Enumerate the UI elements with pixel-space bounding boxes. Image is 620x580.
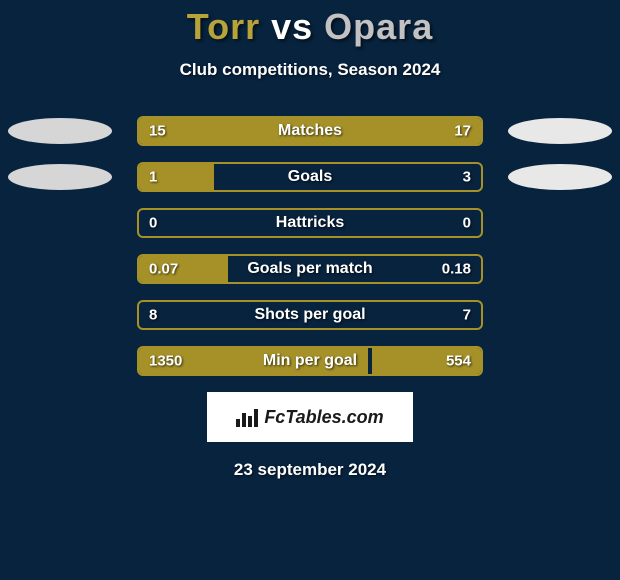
stat-label: Shots per goal: [254, 306, 365, 324]
bars-icon: [236, 407, 258, 427]
stats-container: 15 17 Matches 1 3 Goals 0 0 Hattricks 0.07 0.18 Goa…: [0, 116, 620, 376]
player-oval-right: [508, 118, 612, 144]
stat-value-left: 1: [149, 169, 157, 186]
date: 23 september 2024: [0, 460, 620, 480]
stat-bar: 0 0 Hattricks: [137, 208, 483, 238]
player-oval-right: [508, 164, 612, 190]
stat-value-right: 17: [454, 123, 471, 140]
stat-bar: 1 3 Goals: [137, 162, 483, 192]
stat-label: Hattricks: [276, 214, 344, 232]
stat-row: 1350 554 Min per goal: [0, 346, 620, 376]
stat-value-left: 8: [149, 307, 157, 324]
stat-value-left: 1350: [149, 353, 182, 370]
logo: FcTables.com: [236, 407, 383, 428]
stat-value-right: 3: [463, 169, 471, 186]
title-vs: vs: [271, 6, 313, 47]
stat-row: 0.07 0.18 Goals per match: [0, 254, 620, 284]
player-oval-left: [8, 118, 112, 144]
logo-text: FcTables.com: [264, 407, 383, 428]
stat-value-right: 0: [463, 215, 471, 232]
stat-bar: 1350 554 Min per goal: [137, 346, 483, 376]
title-player-right: Opara: [324, 6, 433, 47]
stat-label: Goals: [288, 168, 332, 186]
title-player-left: Torr: [187, 6, 260, 47]
stat-value-left: 15: [149, 123, 166, 140]
stat-label: Matches: [278, 122, 342, 140]
page-title: Torr vs Opara: [0, 0, 620, 48]
stat-bar: 0.07 0.18 Goals per match: [137, 254, 483, 284]
stat-value-right: 7: [463, 307, 471, 324]
stat-value-right: 554: [446, 353, 471, 370]
stat-row: 0 0 Hattricks: [0, 208, 620, 238]
subtitle: Club competitions, Season 2024: [0, 60, 620, 80]
stat-row: 15 17 Matches: [0, 116, 620, 146]
stat-label: Min per goal: [263, 352, 357, 370]
stat-row: 1 3 Goals: [0, 162, 620, 192]
logo-box[interactable]: FcTables.com: [207, 392, 413, 442]
stat-bar: 15 17 Matches: [137, 116, 483, 146]
stat-value-right: 0.18: [442, 261, 471, 278]
player-oval-left: [8, 164, 112, 190]
stat-bar: 8 7 Shots per goal: [137, 300, 483, 330]
stat-value-left: 0: [149, 215, 157, 232]
stat-row: 8 7 Shots per goal: [0, 300, 620, 330]
stat-label: Goals per match: [247, 260, 372, 278]
stat-value-left: 0.07: [149, 261, 178, 278]
